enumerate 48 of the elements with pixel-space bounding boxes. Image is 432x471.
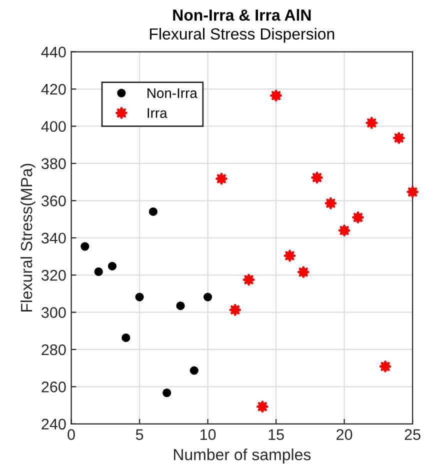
point (256, 400, 269, 413)
point (135, 292, 144, 302)
point (215, 172, 228, 186)
point (80, 242, 90, 251)
chart-title: Non-Irra & Irra AlN (173, 9, 311, 21)
y-tick-label: 400 (41, 121, 66, 132)
point (94, 267, 103, 276)
point (242, 273, 256, 286)
y-tick-label: 300 (42, 307, 66, 318)
point (324, 196, 338, 210)
point (203, 292, 212, 302)
legend-label: Non-Irra (148, 88, 198, 98)
x-axis-title: Number of samples (174, 448, 311, 464)
point (296, 266, 310, 278)
x-tick-label: 25 (404, 429, 420, 440)
x-tick-label: 10 (200, 429, 216, 440)
y-tick-label: 440 (41, 46, 66, 58)
x-tick-label: 20 (336, 429, 352, 440)
x-tick-label: 0 (68, 429, 75, 440)
point (365, 116, 378, 130)
y-tick-label: 240 (42, 418, 66, 430)
point (190, 366, 198, 375)
x-tick-label: 15 (268, 429, 284, 440)
y-tick-label: 260 (42, 382, 66, 392)
x-tick-label: 5 (136, 429, 144, 440)
y-tick-label: 320 (42, 270, 66, 281)
y-tick-label: 360 (42, 196, 66, 206)
point (148, 207, 158, 216)
point (406, 186, 419, 198)
y-tick-label: 340 (42, 232, 66, 244)
point (176, 301, 185, 310)
y-tick-label: 380 (42, 158, 66, 170)
point (162, 388, 172, 398)
point (270, 89, 282, 102)
y-axis-title: Flexural Stress(MPa) (20, 164, 36, 312)
point (228, 303, 242, 316)
point (283, 249, 296, 262)
point (310, 171, 324, 184)
point (352, 211, 364, 224)
point (392, 132, 406, 144)
y-tick-label: 420 (41, 84, 66, 95)
chart-subtitle: Flexural Stress Dispersion (150, 28, 334, 43)
y-tick-label: 280 (42, 344, 66, 356)
legend-label: Irra (148, 108, 168, 118)
point (338, 224, 351, 237)
point (378, 360, 392, 373)
point (122, 333, 130, 342)
point (108, 262, 117, 270)
